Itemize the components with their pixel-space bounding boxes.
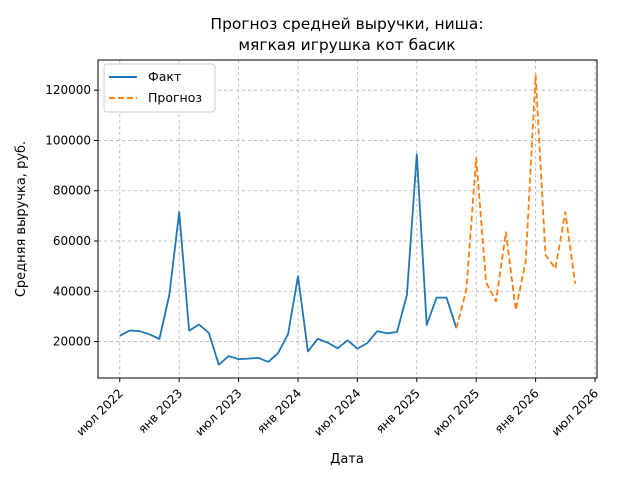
y-axis-ticks: 20000 40000 60000 80000 100000 120000: [45, 83, 98, 349]
y-tick-label: 20000: [53, 335, 91, 349]
y-tick-label: 80000: [53, 184, 91, 198]
y-tick-label: 100000: [45, 133, 91, 147]
y-tick-label: 120000: [45, 83, 91, 97]
legend: Факт Прогноз: [103, 63, 216, 113]
chart-title-line-2: мягкая игрушка кот басик: [238, 36, 455, 54]
legend-label-forecast: Прогноз: [148, 90, 202, 105]
plot-area-frame: [97, 59, 598, 379]
legend-label-fact: Факт: [148, 69, 181, 84]
y-tick-label: 60000: [53, 234, 91, 248]
x-axis-label: Дата: [330, 452, 364, 467]
fact-series-line: [119, 153, 458, 366]
y-axis-label: Средняя выручка, руб.: [14, 141, 29, 297]
forecast-series-line: [455, 74, 577, 329]
grid-lines: [98, 60, 597, 378]
series-layer: [119, 74, 577, 366]
chart-title-line-1: Прогноз средней выручки, ниша:: [210, 15, 483, 33]
y-tick-label: 40000: [53, 284, 91, 298]
